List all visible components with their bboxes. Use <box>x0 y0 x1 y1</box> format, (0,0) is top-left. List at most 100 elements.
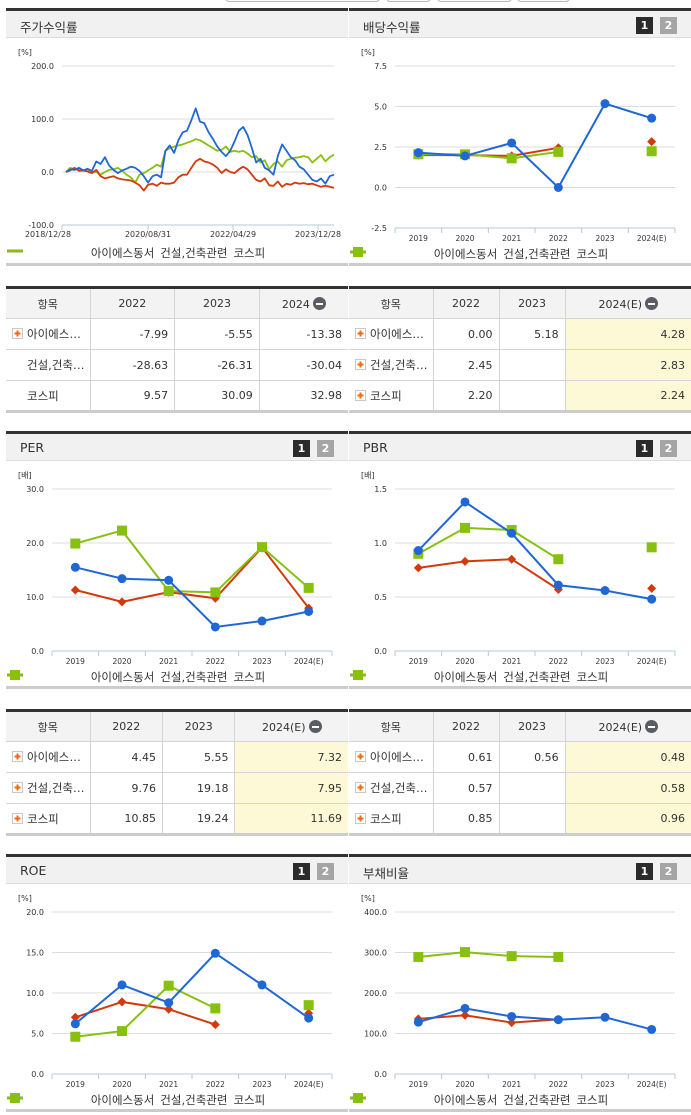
data-point-diamond[interactable] <box>70 585 80 595</box>
series-line-kospi[interactable] <box>65 138 335 184</box>
data-point-square[interactable] <box>506 951 517 962</box>
series-line-kospi[interactable] <box>417 526 559 561</box>
data-point-diamond[interactable] <box>117 597 127 607</box>
series-line-kospi[interactable] <box>75 529 310 594</box>
data-point-square[interactable] <box>553 951 564 962</box>
page-1-button[interactable]: 1 <box>636 440 653 457</box>
data-point-circle[interactable] <box>304 606 314 616</box>
data-point-square[interactable] <box>553 146 564 157</box>
data-point-diamond[interactable] <box>70 1012 80 1022</box>
data-point-circle[interactable] <box>507 528 517 538</box>
data-point-square[interactable] <box>413 951 424 962</box>
data-point-square[interactable] <box>10 670 20 680</box>
data-point-circle[interactable] <box>600 1012 610 1022</box>
series-line-company[interactable] <box>418 1007 652 1031</box>
page-2-button[interactable]: 2 <box>660 863 677 880</box>
series-line-company[interactable] <box>418 102 652 190</box>
data-point-square[interactable] <box>353 247 363 257</box>
data-point-circle[interactable] <box>70 562 80 572</box>
legend-item-kospi[interactable]: 코스피 <box>7 669 265 685</box>
collapse-icon[interactable] <box>308 719 322 733</box>
series-line-kospi[interactable] <box>418 951 559 958</box>
data-point-diamond[interactable] <box>164 1004 174 1014</box>
page-2-button[interactable]: 2 <box>660 440 677 457</box>
legend-item-industry[interactable]: 건설,건축관련 <box>7 1092 227 1108</box>
data-point-circle[interactable] <box>600 99 610 109</box>
data-point-circle[interactable] <box>413 546 423 556</box>
expand-plus-icon[interactable] <box>355 359 366 370</box>
data-point-diamond[interactable] <box>413 563 423 573</box>
legend-item-company[interactable]: 아이에스동서 <box>350 246 497 262</box>
data-point-diamond[interactable] <box>460 1010 470 1020</box>
data-point-square[interactable] <box>210 587 221 598</box>
data-point-square[interactable] <box>210 1003 221 1014</box>
data-point-square[interactable] <box>117 525 127 536</box>
series-line-industry[interactable] <box>75 545 310 609</box>
legend-item-kospi[interactable]: 코스피 <box>350 669 608 685</box>
data-point-circle[interactable] <box>553 580 563 590</box>
toolbar-button[interactable] <box>225 0 380 2</box>
series-line-company[interactable] <box>74 952 310 1025</box>
data-point-circle[interactable] <box>210 622 220 632</box>
expand-plus-icon[interactable] <box>12 751 23 762</box>
toolbar-button[interactable] <box>386 0 431 2</box>
legend-item-kospi[interactable]: 코스피 <box>350 246 608 262</box>
data-point-circle[interactable] <box>117 574 127 584</box>
series-line-industry[interactable] <box>418 1014 559 1024</box>
legend-item-kospi[interactable]: 코스피 <box>7 245 265 261</box>
legend-item-company[interactable]: 아이에스동서 <box>7 669 154 685</box>
data-point-circle[interactable] <box>164 575 174 585</box>
page-1-button[interactable]: 1 <box>636 863 653 880</box>
data-point-circle[interactable] <box>647 594 657 604</box>
legend-item-company[interactable]: 아이에스동서 <box>7 1092 154 1108</box>
legend-item-kospi[interactable]: 코스피 <box>7 1092 265 1108</box>
series-line-industry[interactable] <box>65 157 335 192</box>
data-point-diamond[interactable] <box>647 583 657 593</box>
legend-item-industry[interactable]: 건설,건축관련 <box>7 245 227 261</box>
expand-plus-icon[interactable] <box>355 782 366 793</box>
data-point-diamond[interactable] <box>647 137 657 147</box>
expand-plus-icon[interactable] <box>355 751 366 762</box>
series-line-kospi[interactable] <box>75 984 216 1038</box>
page-2-button[interactable]: 2 <box>317 863 334 880</box>
data-point-circle[interactable] <box>210 948 220 958</box>
data-point-square[interactable] <box>646 542 657 553</box>
data-point-diamond[interactable] <box>460 556 470 566</box>
expand-plus-icon[interactable] <box>355 389 366 401</box>
data-point-square[interactable] <box>646 146 657 157</box>
page-1-button[interactable]: 1 <box>293 440 310 457</box>
data-point-circle[interactable] <box>460 1003 470 1013</box>
data-point-circle[interactable] <box>507 1011 517 1021</box>
data-point-square[interactable] <box>353 670 363 680</box>
data-point-diamond[interactable] <box>117 997 127 1007</box>
legend-item-company[interactable]: 아이에스동서 <box>350 669 497 685</box>
collapse-icon[interactable] <box>312 296 326 310</box>
toolbar-button[interactable] <box>517 0 570 2</box>
data-point-circle[interactable] <box>413 148 423 158</box>
series-line-company[interactable] <box>65 107 335 185</box>
page-1-button[interactable]: 1 <box>293 863 310 880</box>
data-point-circle[interactable] <box>647 113 657 123</box>
data-point-square[interactable] <box>117 1026 127 1037</box>
collapse-icon[interactable] <box>645 296 659 310</box>
data-point-diamond[interactable] <box>507 554 517 564</box>
legend-item-industry[interactable]: 건설,건축관련 <box>350 1092 570 1108</box>
data-point-square[interactable] <box>303 1000 314 1011</box>
series-line-company[interactable] <box>417 500 652 601</box>
data-point-circle[interactable] <box>553 1015 563 1025</box>
data-point-circle[interactable] <box>257 980 267 990</box>
expand-plus-icon[interactable] <box>12 328 23 339</box>
data-point-square[interactable] <box>460 947 470 958</box>
data-point-circle[interactable] <box>600 586 610 596</box>
legend-item-company[interactable]: 아이에스동서 <box>7 245 154 261</box>
data-point-circle[interactable] <box>647 1024 657 1034</box>
data-point-circle[interactable] <box>507 138 517 148</box>
data-point-square[interactable] <box>70 538 81 549</box>
series-line-industry[interactable] <box>418 558 559 591</box>
data-point-square[interactable] <box>553 554 564 565</box>
page-2-button[interactable]: 2 <box>660 17 677 34</box>
expand-plus-icon[interactable] <box>12 782 23 793</box>
data-point-square[interactable] <box>10 1093 20 1103</box>
data-point-square[interactable] <box>460 522 470 533</box>
expand-plus-icon[interactable] <box>12 812 23 824</box>
